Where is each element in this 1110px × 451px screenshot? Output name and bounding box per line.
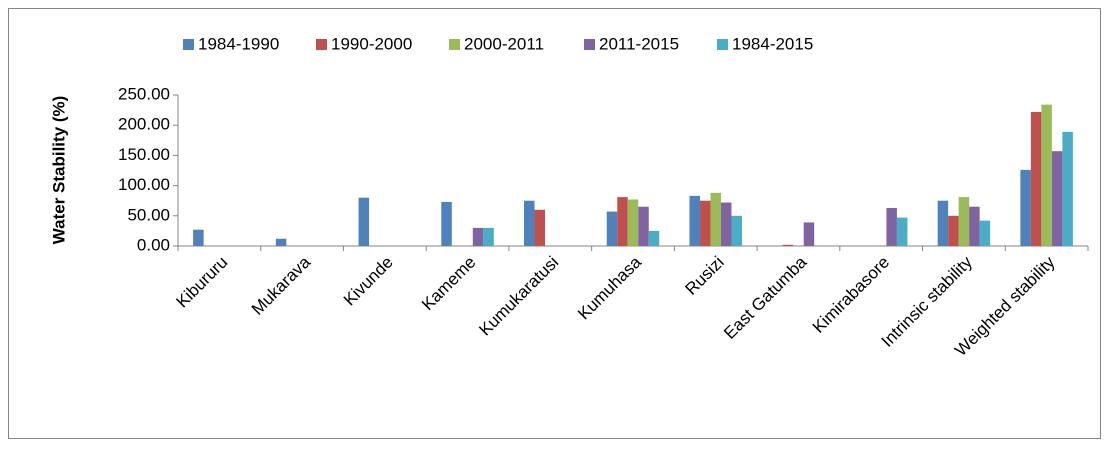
bar xyxy=(803,222,815,246)
bar xyxy=(948,215,959,246)
bar xyxy=(534,209,546,246)
bar xyxy=(648,230,660,246)
bar xyxy=(1062,131,1073,246)
legend-swatch xyxy=(717,39,728,50)
bar xyxy=(958,197,970,246)
bar xyxy=(275,238,287,246)
bar xyxy=(1030,111,1042,246)
bar xyxy=(689,195,700,246)
y-tick-label: 50.00 xyxy=(127,205,170,224)
bar xyxy=(638,206,649,246)
bar xyxy=(358,197,370,246)
legend-swatch xyxy=(449,39,460,50)
legend-label: 1984-1990 xyxy=(198,34,279,53)
legend-swatch xyxy=(316,39,327,50)
bar xyxy=(1041,104,1052,246)
legend-label: 2011-2015 xyxy=(599,34,679,53)
y-tick-label: 100.00 xyxy=(118,175,170,194)
bar xyxy=(886,207,897,246)
chart-border xyxy=(8,8,1101,439)
legend-swatch xyxy=(584,39,595,50)
bar xyxy=(731,215,742,246)
bar xyxy=(720,202,732,246)
y-tick-label: 250.00 xyxy=(118,84,170,103)
legend-label: 1990-2000 xyxy=(331,34,412,53)
bar xyxy=(193,229,204,246)
bar xyxy=(483,227,494,246)
bar xyxy=(699,200,711,246)
bar xyxy=(969,206,980,246)
legend-swatch xyxy=(183,39,194,50)
bar xyxy=(937,200,949,246)
legend-label: 2000-2011 xyxy=(464,34,544,53)
bar xyxy=(979,220,991,246)
bar xyxy=(896,217,908,246)
y-tick-label: 150.00 xyxy=(118,145,170,164)
y-axis-label: Water Stability (%) xyxy=(49,96,68,245)
bar xyxy=(441,201,452,246)
y-tick-label: 0.00 xyxy=(137,235,170,254)
bar xyxy=(710,192,721,246)
bar xyxy=(782,244,794,246)
bar xyxy=(1051,151,1063,246)
bar xyxy=(472,227,484,246)
bar xyxy=(617,197,628,246)
bar xyxy=(627,199,639,246)
bar xyxy=(1020,169,1031,246)
legend-label: 1984-2015 xyxy=(732,34,813,53)
y-tick-label: 200.00 xyxy=(118,115,170,134)
bar xyxy=(606,211,618,246)
bar xyxy=(524,200,535,246)
